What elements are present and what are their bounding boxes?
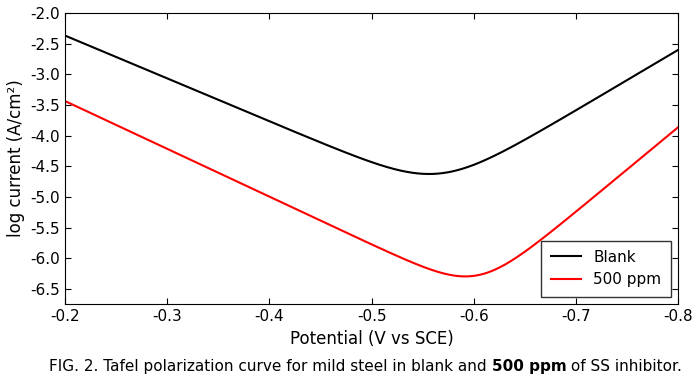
500 ppm — [460, 274, 468, 279]
Line: Blank: Blank — [65, 35, 678, 174]
Blank — [674, 48, 682, 52]
500 ppm — [172, 151, 181, 156]
500 ppm — [61, 99, 69, 103]
Blank — [460, 166, 468, 170]
Blank — [61, 33, 69, 38]
Text: 500 ppm: 500 ppm — [491, 360, 566, 374]
Legend: Blank, 500 ppm: Blank, 500 ppm — [541, 241, 671, 296]
500 ppm — [519, 251, 527, 255]
X-axis label: Potential (V vs SCE): Potential (V vs SCE) — [290, 330, 454, 347]
Blank — [172, 80, 181, 85]
Blank — [519, 138, 527, 143]
Y-axis label: log current (A/cm²): log current (A/cm²) — [7, 80, 25, 238]
500 ppm — [674, 125, 682, 129]
Blank — [428, 172, 437, 176]
Blank — [425, 172, 433, 176]
Blank — [565, 112, 573, 117]
Blank — [295, 131, 304, 136]
500 ppm — [461, 274, 470, 279]
Text: of SS inhibitor.: of SS inhibitor. — [566, 360, 682, 374]
Line: 500 ppm: 500 ppm — [65, 101, 678, 277]
500 ppm — [565, 215, 573, 219]
500 ppm — [295, 208, 304, 213]
500 ppm — [428, 268, 437, 273]
Text: FIG. 2. Tafel polarization curve for mild steel in blank and: FIG. 2. Tafel polarization curve for mil… — [49, 360, 491, 374]
